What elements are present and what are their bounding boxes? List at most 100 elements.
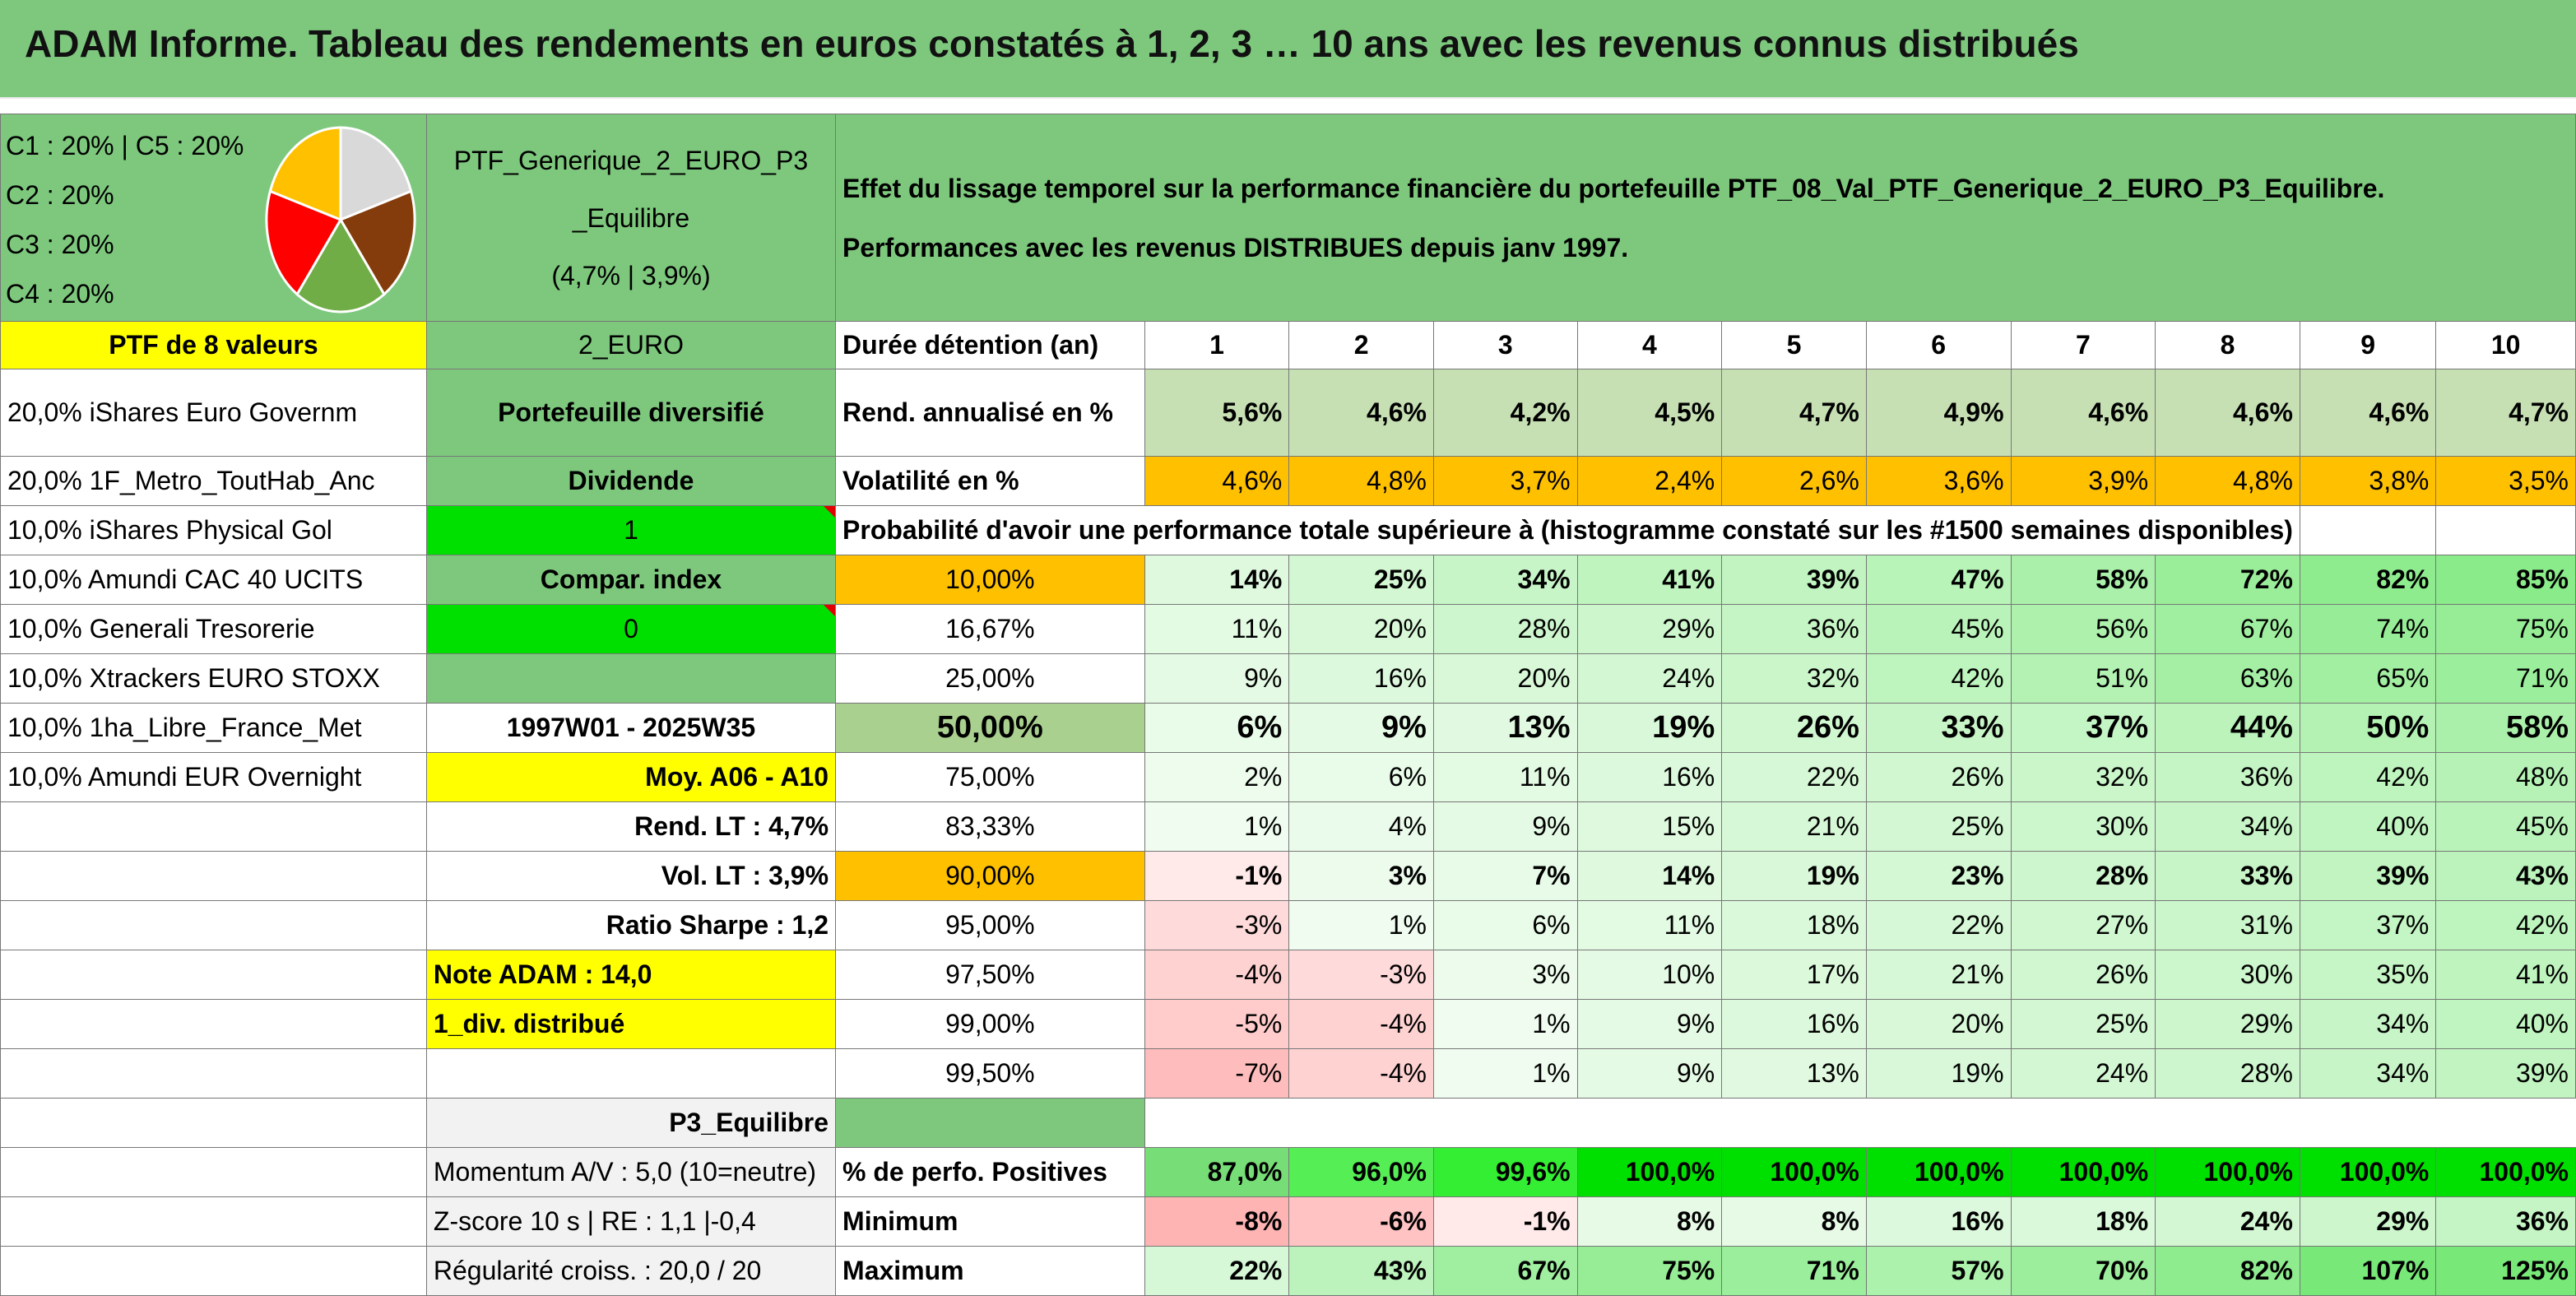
empty-cell xyxy=(0,1098,427,1148)
vol-value: 3,6% xyxy=(1865,456,2012,506)
year-header: 9 xyxy=(2299,321,2437,369)
empty-cell xyxy=(0,1246,427,1296)
quantile-value: 26% xyxy=(1721,703,1867,753)
empty-cell xyxy=(1144,1098,1289,1148)
min-value: 16% xyxy=(1865,1196,2012,1247)
vol-value: 3,8% xyxy=(2299,456,2437,506)
quantile-value: 25% xyxy=(1865,801,2012,852)
table-row: 99,50% -7% -4% 1% 9% 13% 19% 24% 28% 34% 39% xyxy=(0,1048,2576,1099)
quantile-value: 36% xyxy=(1721,604,1867,654)
quantile-value: 24% xyxy=(1576,653,1723,704)
table-row: Momentum A/V : 5,0 (10=neutre)% de perfo… xyxy=(0,1147,2576,1197)
quantile-value: 23% xyxy=(1865,851,2012,901)
quantile-value: -7% xyxy=(1144,1048,1290,1099)
rend-value: 4,6% xyxy=(2010,369,2156,457)
quantile-value: 35% xyxy=(2299,950,2437,1000)
quantile-value: 1% xyxy=(1288,900,1434,950)
quantile-value: 30% xyxy=(2155,950,2300,1000)
duration-label: Durée détention (an) xyxy=(835,321,1145,369)
dividend-value: 1 xyxy=(425,505,837,555)
pos-value: 96,0% xyxy=(1288,1147,1434,1197)
max-value: 71% xyxy=(1721,1246,1867,1296)
quantile-value: 34% xyxy=(1432,555,1578,605)
empty-cell xyxy=(2435,505,2576,555)
min-value: 8% xyxy=(1576,1196,1723,1247)
quantile-label: 25,00% xyxy=(835,653,1145,704)
table-row: 10,0% Amundi CAC 40 UCITS Compar. index 10… xyxy=(0,555,2576,605)
quantile-value: -4% xyxy=(1144,950,1290,1000)
table-row: Z-score 10 s | RE : 1,1 |-0,4 Minimum -8% -… xyxy=(0,1196,2576,1247)
quantile-value: 39% xyxy=(2435,1048,2576,1099)
portfolio-name-line: PTF_Generique_2_EURO_P3 xyxy=(453,145,809,175)
quantile-value: 34% xyxy=(2299,999,2437,1049)
momentum: Momentum A/V : 5,0 (10=neutre) xyxy=(425,1147,837,1197)
quantile-value: 4% xyxy=(1288,801,1434,852)
pie-slice-c1 xyxy=(339,126,413,222)
empty-cell xyxy=(425,1048,837,1099)
quantile-value: 13% xyxy=(1721,1048,1867,1099)
quantile-value: 9% xyxy=(1144,653,1290,704)
description-line: Performances avec les revenus DISTRIBUES… xyxy=(842,232,1629,262)
empty-cell xyxy=(0,950,427,1000)
quantile-value: 1% xyxy=(1432,999,1578,1049)
quantile-value: -3% xyxy=(1288,950,1434,1000)
quantile-value: 63% xyxy=(2155,653,2300,704)
quantile-value: 48% xyxy=(2435,752,2576,802)
description-cell: Effet du lissage temporel sur la perform… xyxy=(835,114,2576,322)
quantile-value: 11% xyxy=(1432,752,1578,802)
period-range: 1997W01 - 2025W35 xyxy=(425,703,837,753)
quantile-label: 10,00% xyxy=(835,555,1145,605)
empty-cell xyxy=(2155,1098,2300,1148)
holding-item: 10,0% Generali Tresorerie xyxy=(0,604,427,654)
quantile-value: 39% xyxy=(1721,555,1867,605)
quantile-value: 6% xyxy=(1288,752,1434,802)
pos-value: 100,0% xyxy=(1865,1147,2012,1197)
min-label: Minimum xyxy=(835,1196,1145,1247)
quantile-value: 16% xyxy=(1576,752,1723,802)
quantile-label: 90,00% xyxy=(835,851,1145,901)
pos-value: 100,0% xyxy=(2299,1147,2437,1197)
quantile-value: 2% xyxy=(1144,752,1290,802)
quantile-value: -1% xyxy=(1144,851,1290,901)
year-header: 2 xyxy=(1288,321,1434,369)
rend-value: 4,9% xyxy=(1865,369,2012,457)
pos-value: 100,0% xyxy=(1576,1147,1723,1197)
table-row: Note ADAM : 14,0 97,50% -4% -3% 3% 10% 17% 21% 2… xyxy=(0,950,2576,1000)
quantile-value: 6% xyxy=(1144,703,1290,753)
quantile-value: 6% xyxy=(1432,900,1578,950)
quantile-value: 47% xyxy=(1865,555,2012,605)
quantile-value: 1% xyxy=(1144,801,1290,852)
quantile-value: 7% xyxy=(1432,851,1578,901)
portfolio-name-cell: PTF_Generique_2_EURO_P3 _Equilibre (4,7% |… xyxy=(425,114,837,322)
empty-cell xyxy=(2300,1098,2436,1148)
quantile-label: 75,00% xyxy=(835,752,1145,802)
title-banner: ADAM Informe. Tableau des rendements en … xyxy=(0,0,2576,99)
sharpe-ratio: Ratio Sharpe : 1,2 xyxy=(425,900,837,950)
quantile-value: 15% xyxy=(1576,801,1723,852)
quantile-value: 1% xyxy=(1432,1048,1578,1099)
quantile-value: 22% xyxy=(1865,900,2012,950)
vol-value: 3,5% xyxy=(2435,456,2576,506)
empty-cell xyxy=(2435,1098,2576,1148)
table-row: C1 : 20% | C5 : 20% C2 : 20% C3 : 20% C4 : … xyxy=(0,114,2576,322)
min-value: 8% xyxy=(1721,1196,1867,1247)
compar-value: 0 xyxy=(425,604,837,654)
quantile-value: 19% xyxy=(1721,851,1867,901)
quantile-value: 27% xyxy=(2010,900,2156,950)
quantile-value: 72% xyxy=(2155,555,2300,605)
quantile-label: 99,50% xyxy=(835,1048,1145,1099)
table-row: 10,0% Amundi EUR Overnight Moy. A06 - A10… xyxy=(0,752,2576,802)
portfolio-name-line: (4,7% | 3,9%) xyxy=(551,260,711,290)
year-header: 4 xyxy=(1576,321,1723,369)
pos-value: 87,0% xyxy=(1144,1147,1290,1197)
min-value: 36% xyxy=(2435,1196,2576,1247)
year-header: 6 xyxy=(1865,321,2012,369)
vol-lt: Vol. LT : 3,9% xyxy=(425,851,837,901)
quantile-value: 56% xyxy=(2010,604,2156,654)
portfolio-type: Portefeuille diversifié xyxy=(425,369,837,457)
min-value: 18% xyxy=(2010,1196,2156,1247)
quantile-value: 22% xyxy=(1721,752,1867,802)
rend-value: 4,7% xyxy=(1721,369,1867,457)
holding-item: 10,0% Xtrackers EURO STOXX xyxy=(0,653,427,704)
empty-cell xyxy=(1721,1098,1867,1148)
